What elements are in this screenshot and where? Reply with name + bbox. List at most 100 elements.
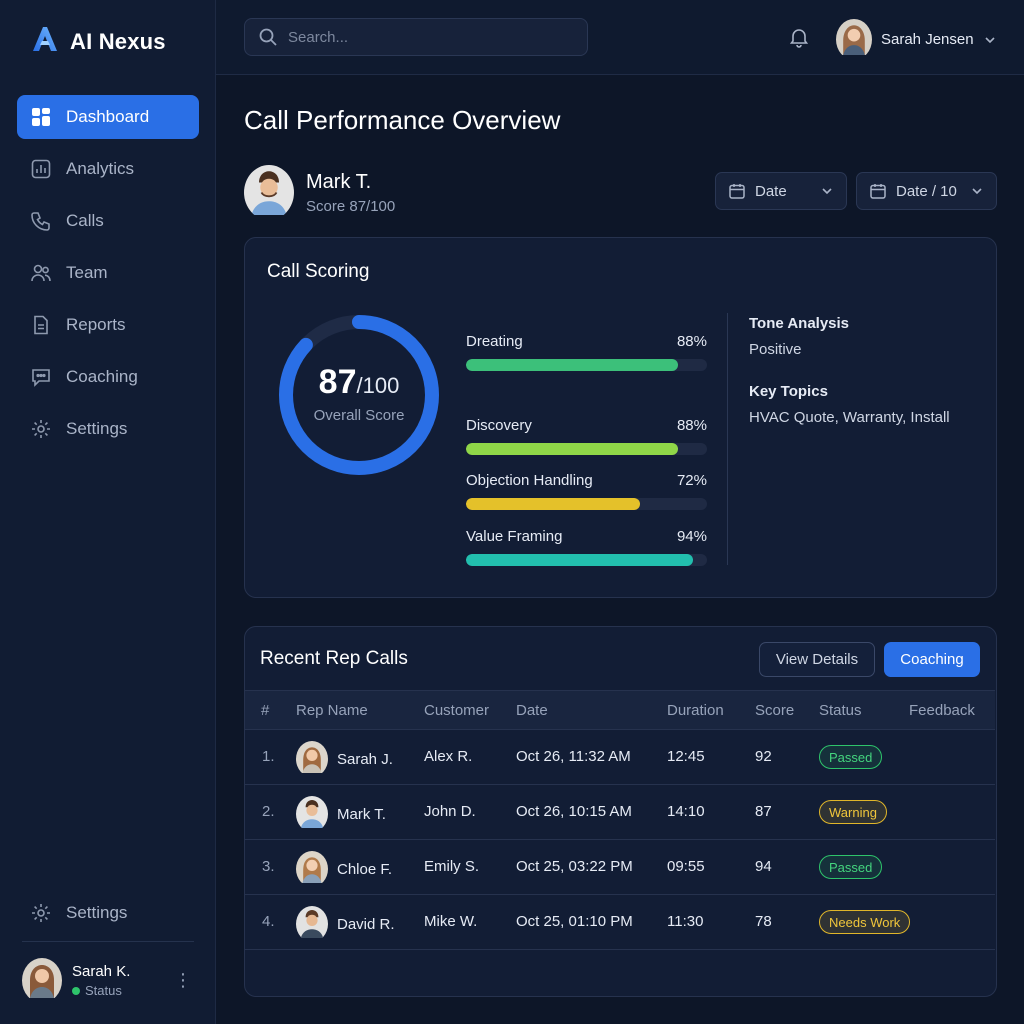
table-row[interactable]: 1. Sarah J. Alex R. Oct 26, 11:32 AM 12:… <box>245 730 995 785</box>
rep-cell: Chloe F. <box>296 851 392 887</box>
call-scoring-title: Call Scoring <box>267 261 370 282</box>
sidebar-bottom-settings[interactable]: Settings <box>17 891 199 935</box>
sidebar-item-label: Analytics <box>66 159 135 178</box>
tone-analysis-value: Positive <box>749 341 802 358</box>
rep-cell: Mark T. <box>296 796 386 832</box>
column-header[interactable]: Rep Name <box>296 702 368 719</box>
metric-value: 88% <box>676 417 707 434</box>
duration-cell: 14:10 <box>667 803 705 820</box>
date-filter-select[interactable]: Date <box>715 172 847 210</box>
sidebar-item-team[interactable]: Team <box>17 251 199 295</box>
sidebar-item-label: Team <box>66 263 108 282</box>
metric-value: 72% <box>676 472 707 489</box>
bell-icon[interactable] <box>788 26 810 53</box>
duration-cell: 11:30 <box>667 913 704 930</box>
tone-analysis-title: Tone Analysis <box>749 315 850 332</box>
sidebar-item-label: Settings <box>66 419 128 438</box>
metric-label: Value Framing <box>466 528 563 545</box>
date-range-label: Date / 10 <box>896 182 957 200</box>
customer-cell: Alex R. <box>424 748 473 765</box>
metric-bar-track <box>466 359 707 371</box>
column-header[interactable]: Date <box>516 702 548 719</box>
column-header[interactable]: Status <box>819 702 862 719</box>
metric-bar-fill <box>466 554 693 566</box>
top-user-name: Sarah Jensen <box>881 31 974 48</box>
sidebar-item-label: Reports <box>66 315 126 334</box>
online-dot-icon <box>72 986 80 995</box>
gear-icon <box>32 420 50 438</box>
metric-value: 94% <box>676 528 707 545</box>
table-row[interactable]: 2. Mark T. John D. Oct 26, 10:15 AM 14:1… <box>245 785 995 840</box>
user-menu[interactable]: Sarah Jensen <box>836 19 997 60</box>
row-index: 3. <box>262 858 275 875</box>
brand-name: AI Nexus <box>70 28 166 54</box>
search-icon <box>259 28 277 46</box>
rep-cell: David R. <box>296 906 395 942</box>
date-cell: Oct 26, 10:15 AM <box>516 803 632 820</box>
view-details-button[interactable]: View Details <box>759 642 875 677</box>
search-box[interactable] <box>244 18 588 56</box>
status-badge: Warning <box>819 800 887 824</box>
sidebar: AI Nexus Dashboard Analytics Calls Team … <box>0 0 216 1024</box>
sidebar-user-status: Status <box>72 983 130 998</box>
sidebar-item-settings[interactable]: Settings <box>17 407 199 451</box>
key-topics-title: Key Topics <box>749 383 828 400</box>
key-topics-value: HVAC Quote, Warranty, Install <box>749 409 950 426</box>
table-row[interactable]: 3. Chloe F. Emily S. Oct 25, 03:22 PM 09… <box>245 840 995 895</box>
score-cell: 94 <box>755 858 772 875</box>
more-vertical-icon[interactable]: ⋮ <box>174 970 192 990</box>
donut-progress-arc <box>279 315 439 475</box>
column-header[interactable]: Score <box>755 702 795 719</box>
avatar <box>296 796 328 832</box>
gear-icon <box>32 904 50 922</box>
row-index: 4. <box>262 913 275 930</box>
metric-bar-fill <box>466 359 679 371</box>
metric-bar-track <box>466 554 707 566</box>
row-index: 2. <box>262 803 275 820</box>
sidebar-item-dashboard[interactable]: Dashboard <box>17 95 199 139</box>
metric-label: Objection Handling <box>466 472 593 489</box>
column-header[interactable]: Feedback <box>909 702 975 719</box>
column-header[interactable]: Duration <box>667 702 724 719</box>
sidebar-item-label: Coaching <box>66 367 138 386</box>
sidebar-item-label: Dashboard <box>66 107 150 126</box>
sidebar-item-coaching[interactable]: Coaching <box>17 355 199 399</box>
metric-value-framing: Value Framing 94% <box>466 528 707 566</box>
rep-name: Mark T. <box>306 170 372 193</box>
sidebar-user-name: Sarah K. <box>72 963 131 980</box>
sidebar-nav: Dashboard Analytics Calls Team Reports C… <box>17 95 199 459</box>
rep-name: Mark T. <box>337 805 386 823</box>
sidebar-user-status-label: Status <box>85 983 122 998</box>
customer-cell: Mike W. <box>424 913 478 930</box>
score-cell: 87 <box>755 803 772 820</box>
customer-cell: Emily S. <box>424 858 480 875</box>
topbar: Sarah Jensen <box>216 0 1024 75</box>
metric-label: Dreating <box>466 333 523 350</box>
date-range-select[interactable]: Date / 10 <box>856 172 997 210</box>
table-header: # Rep Name Customer Date Duration Score … <box>245 690 995 730</box>
search-input[interactable] <box>288 28 568 46</box>
sidebar-bottom-settings-label: Settings <box>66 903 128 922</box>
overall-score-number: 87 <box>318 363 357 401</box>
sidebar-item-reports[interactable]: Reports <box>17 303 199 347</box>
calendar-icon <box>870 184 886 199</box>
table-row[interactable]: 4. David R. Mike W. Oct 25, 01:10 PM 11:… <box>245 895 995 950</box>
column-header[interactable]: Customer <box>424 702 490 719</box>
rep-name: Sarah J. <box>337 750 393 768</box>
avatar <box>836 19 872 60</box>
metric-bar-fill <box>466 443 679 455</box>
sidebar-item-analytics[interactable]: Analytics <box>17 147 199 191</box>
rep-cell: Sarah J. <box>296 741 393 777</box>
duration-cell: 09:55 <box>667 858 705 875</box>
overall-score-max: /100 <box>356 373 400 398</box>
chevron-down-icon <box>985 36 995 43</box>
rep-name: David R. <box>337 915 395 933</box>
date-cell: Oct 26, 11:32 AM <box>516 748 631 765</box>
score-cell: 78 <box>755 913 772 930</box>
coaching-button[interactable]: Coaching <box>884 642 980 677</box>
date-cell: Oct 25, 03:22 PM <box>516 858 633 875</box>
brand-logo-icon <box>30 24 60 59</box>
sidebar-user[interactable]: Sarah K. Status ⋮ <box>22 958 198 1003</box>
sidebar-item-calls[interactable]: Calls <box>17 199 199 243</box>
brand[interactable]: AI Nexus <box>30 24 166 59</box>
